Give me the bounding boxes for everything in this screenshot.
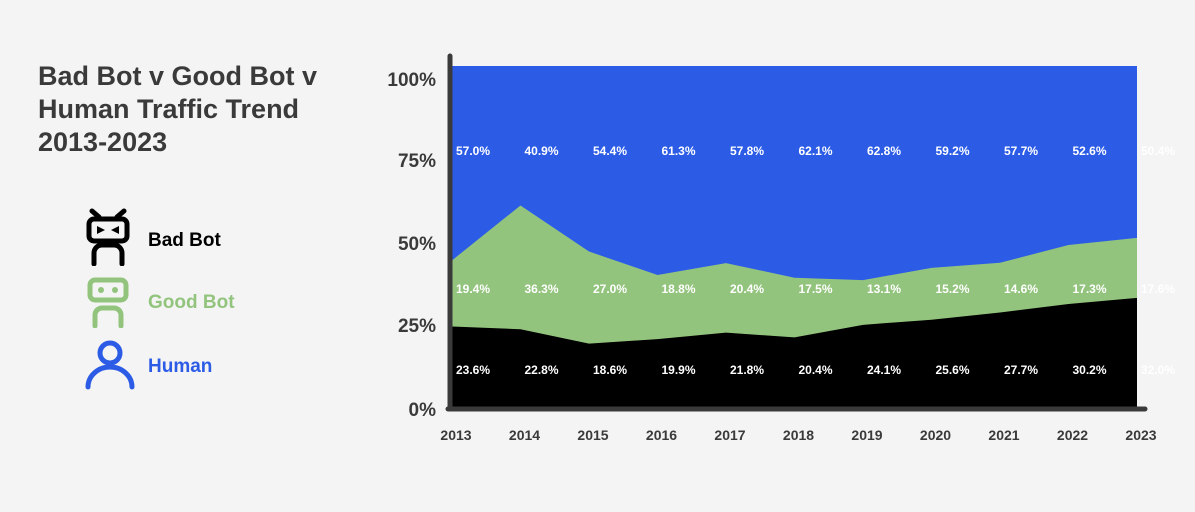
data-label: 57.8% [730, 144, 764, 158]
data-label: 52.6% [1072, 144, 1106, 158]
chart-title: Bad Bot v Good Bot v Human Traffic Trend… [38, 61, 317, 157]
legend-item-human: Human [84, 340, 304, 400]
x-tick-label: 2016 [646, 427, 677, 443]
x-tick-label: 2015 [577, 427, 608, 443]
legend-item-bad-bot: Bad Bot [84, 208, 304, 268]
robot-angry-icon [86, 208, 130, 266]
data-label: 24.1% [867, 363, 901, 377]
data-label: 17.3% [1072, 282, 1106, 296]
legend-label-good-bot: Good Bot [148, 292, 235, 313]
data-label: 25.6% [935, 363, 969, 377]
x-tick-label: 2023 [1125, 427, 1156, 443]
y-tick-label: 50% [398, 234, 436, 255]
data-label: 19.9% [661, 363, 695, 377]
legend-label-human: Human [148, 356, 213, 377]
data-label: 54.4% [593, 144, 627, 158]
x-tick-label: 2017 [714, 427, 745, 443]
data-label: 18.6% [593, 363, 627, 377]
data-label: 61.3% [661, 144, 695, 158]
y-tick-label: 25% [398, 316, 436, 337]
data-label: 21.8% [730, 363, 764, 377]
y-tick-label: 0% [409, 400, 437, 421]
x-tick-label: 2021 [988, 427, 1019, 443]
data-label: 27.7% [1004, 363, 1038, 377]
data-label: 36.3% [524, 282, 558, 296]
x-tick-label: 2022 [1057, 427, 1088, 443]
data-label: 57.7% [1004, 144, 1038, 158]
data-label: 20.4% [730, 282, 764, 296]
data-label: 57.0% [456, 144, 490, 158]
x-tick-label: 2019 [851, 427, 882, 443]
x-tick-label: 2013 [440, 427, 471, 443]
y-tick-label: 75% [398, 151, 436, 172]
data-label: 18.8% [661, 282, 695, 296]
data-label: 17.5% [798, 282, 832, 296]
data-label: 20.4% [798, 363, 832, 377]
data-label: 14.6% [1004, 282, 1038, 296]
legend-item-good-bot: Good Bot [84, 276, 304, 336]
person-icon [85, 340, 135, 390]
data-label: 62.1% [798, 144, 832, 158]
data-label: 40.9% [524, 144, 558, 158]
data-label: 23.6% [456, 363, 490, 377]
x-tick-label: 2020 [920, 427, 951, 443]
area-bad-bot [452, 297, 1137, 407]
x-tick-label: 2014 [509, 427, 540, 443]
data-label: 50.4% [1141, 144, 1175, 158]
data-label: 30.2% [1072, 363, 1106, 377]
robot-icon [87, 277, 129, 328]
data-label: 22.8% [524, 363, 558, 377]
x-tick-label: 2018 [783, 427, 814, 443]
data-label: 13.1% [867, 282, 901, 296]
data-label: 27.0% [593, 282, 627, 296]
data-label: 32.0% [1141, 363, 1175, 377]
data-label: 62.8% [867, 144, 901, 158]
data-label: 19.4% [456, 282, 490, 296]
data-label: 17.6% [1141, 282, 1175, 296]
y-tick-label: 100% [387, 70, 436, 91]
data-label: 15.2% [935, 282, 969, 296]
data-label: 59.2% [935, 144, 969, 158]
legend-label-bad-bot: Bad Bot [148, 230, 221, 251]
